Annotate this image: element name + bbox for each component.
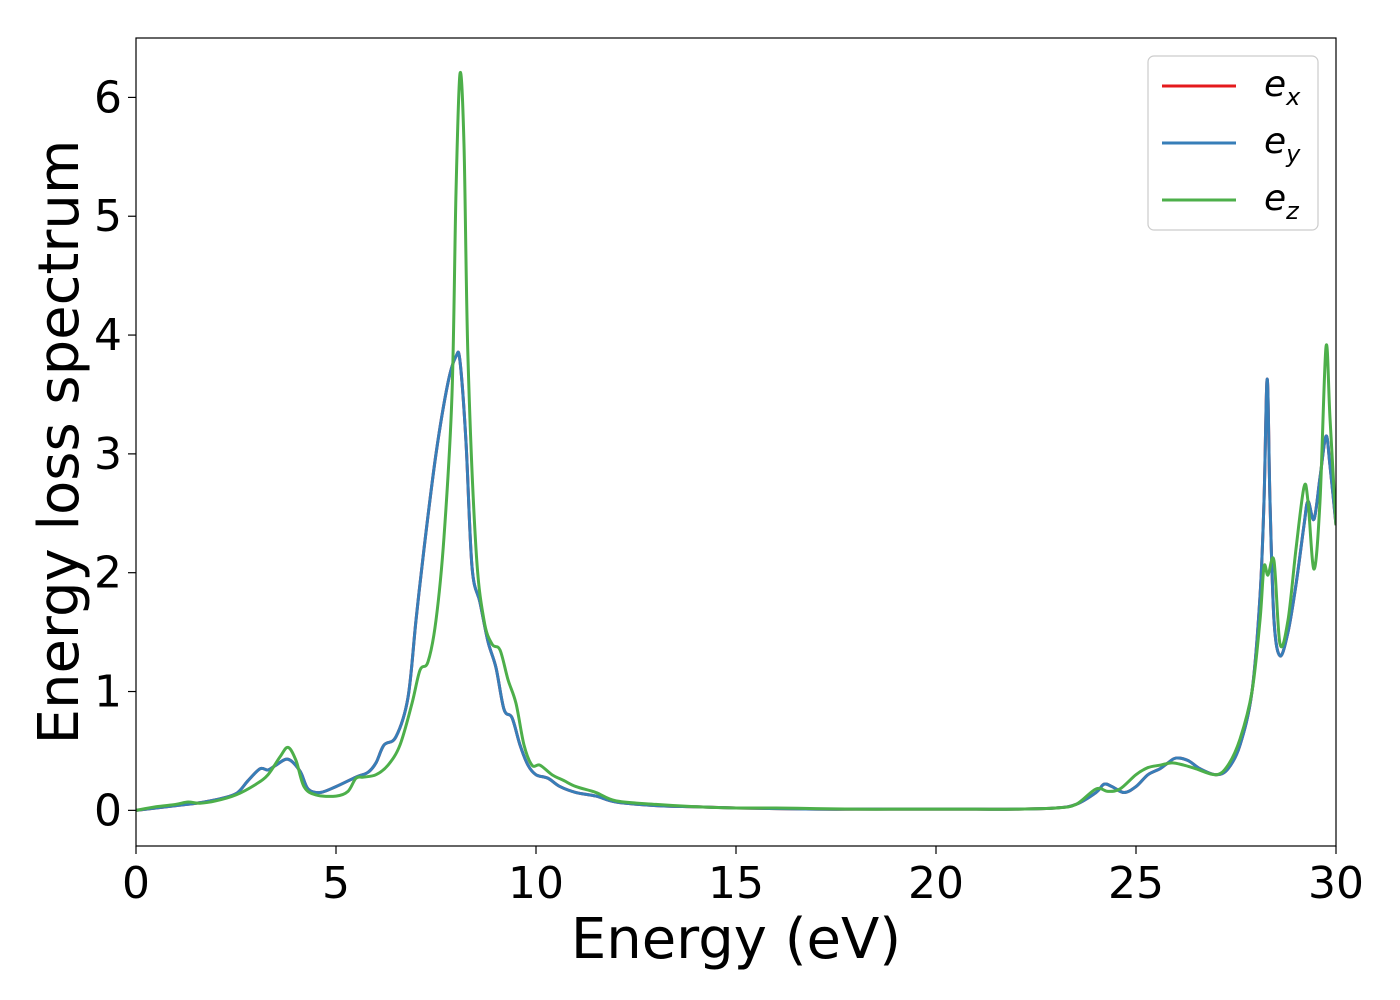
- legend-label-e-z: ez: [1264, 178, 1300, 225]
- legend-label-e-y: ey: [1264, 121, 1301, 168]
- y-tick-label: 3: [94, 429, 122, 480]
- y-tick-label: 5: [94, 191, 122, 242]
- series-line-e-x: [136, 350, 1336, 812]
- legend: ex ey ez: [1147, 55, 1319, 231]
- series-line-e-z: [136, 70, 1336, 812]
- y-tick-label: 4: [94, 310, 122, 361]
- legend-label-e-x: ex: [1264, 64, 1301, 111]
- x-tick-label: 10: [508, 858, 564, 909]
- plot-frame: [135, 37, 1337, 847]
- x-tick-label: 30: [1308, 858, 1364, 909]
- x-axis-label: Energy (eV): [571, 907, 901, 972]
- x-tick-label: 15: [708, 858, 764, 909]
- x-tick-label: 25: [1108, 858, 1164, 909]
- x-tick-label: 0: [122, 858, 150, 909]
- lines-layer: [136, 70, 1336, 812]
- y-tick-label: 0: [94, 785, 122, 836]
- ticks-layer: 0 5 10 15 20 25 30 0 1 2 3 4 5 6: [94, 72, 1364, 909]
- x-tick-label: 5: [322, 858, 350, 909]
- x-tick-label: 20: [908, 858, 964, 909]
- y-axis-label: Energy loss spectrum: [27, 140, 92, 745]
- y-tick-label: 2: [94, 548, 122, 599]
- series-line-e-y: [136, 350, 1336, 812]
- y-tick-label: 6: [94, 72, 122, 123]
- y-tick-label: 1: [94, 667, 122, 718]
